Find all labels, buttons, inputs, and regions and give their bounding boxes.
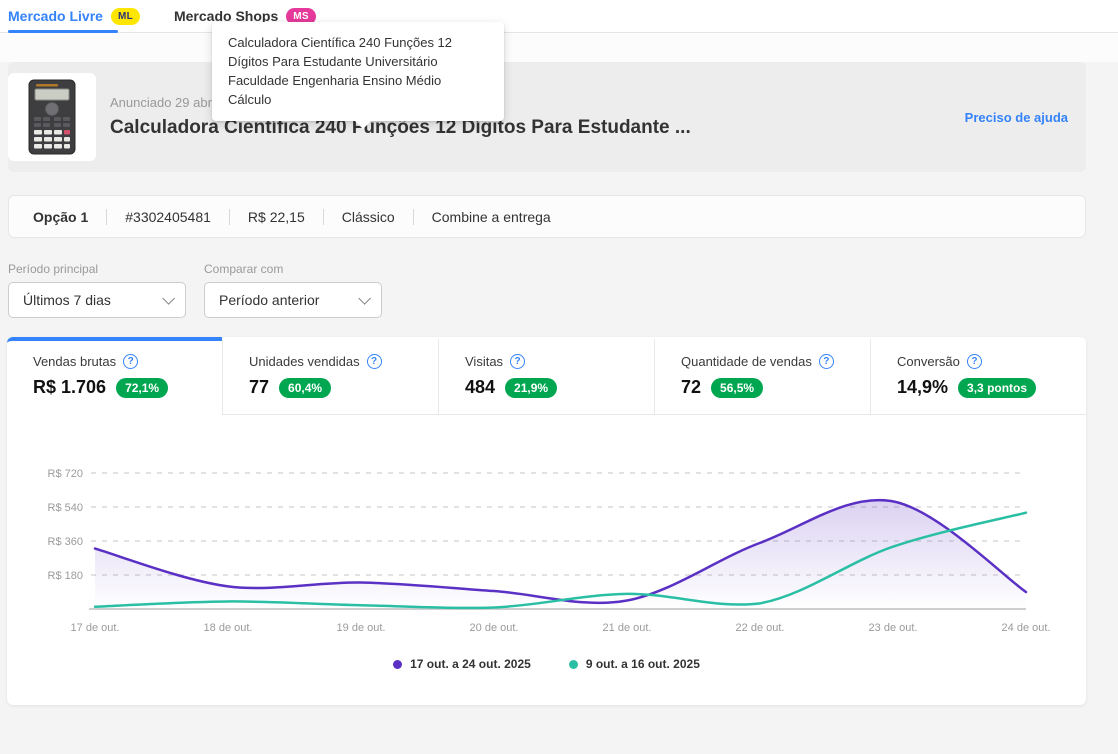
option-item-id: #3302405481: [125, 208, 211, 225]
option-shipping: Combine a entrega: [431, 208, 551, 225]
tab-mercado-livre[interactable]: Mercado Livre ML: [8, 0, 140, 33]
compare-label: Comparar com: [204, 262, 284, 276]
legend-current-period[interactable]: 17 out. a 24 out. 2025: [393, 657, 531, 671]
divider: [228, 208, 230, 225]
compare-select[interactable]: Período anterior: [204, 282, 382, 318]
product-thumbnail: [8, 73, 96, 161]
ms-badge: MS: [286, 7, 316, 25]
metric-value: 77: [249, 377, 270, 397]
ml-badge: ML: [110, 7, 140, 25]
product-title-tooltip: Calculadora Científica 240 Funções 12 Dí…: [212, 22, 504, 130]
y-tick-label: R$ 360: [48, 536, 83, 548]
x-tick-label: 22 de out.: [736, 622, 785, 634]
legend-label: 9 out. a 16 out. 2025: [585, 657, 700, 671]
metric-tab-unidades-vendidas[interactable]: Unidades vendidas 77 60,4%: [222, 337, 438, 415]
metric-change-badge: 3,3 pontos: [958, 377, 1037, 398]
help-link[interactable]: Preciso de ajuda: [964, 109, 1068, 125]
x-tick-label: 18 de out.: [204, 622, 253, 634]
y-tick-label: R$ 720: [48, 468, 83, 480]
tooltip-arrow-icon: [354, 120, 372, 130]
main-period-label: Período principal: [8, 262, 99, 276]
metric-tab-vendas-brutas[interactable]: Vendas brutas R$ 1.706 72,1%: [7, 337, 222, 415]
chevron-down-icon: [162, 291, 175, 305]
metric-value: R$ 1.706: [33, 377, 107, 397]
period-filters: Período principal Últimos 7 dias Compara…: [8, 262, 1118, 318]
metric-label: Quantidade de vendas: [681, 354, 812, 369]
series-line-1: [93, 511, 1028, 610]
help-icon[interactable]: [366, 354, 382, 369]
tab-mercado-shops-label: Mercado Shops: [173, 8, 279, 24]
compare-value: Período anterior: [219, 292, 320, 308]
metric-tab-conversao[interactable]: Conversão 14,9% 3,3 pontos: [870, 337, 1086, 415]
x-tick-label: 23 de out.: [869, 622, 918, 634]
tab-mercado-livre-label: Mercado Livre: [8, 8, 103, 24]
option-bar[interactable]: Opção 1 #3302405481 R$ 22,15 Clássico Co…: [8, 195, 1086, 238]
tooltip-text: Calculadora Científica 240 Funções 12 Dí…: [228, 35, 453, 107]
help-icon[interactable]: [818, 354, 834, 369]
divider: [322, 208, 324, 225]
top-tab-bar: Mercado Livre ML Mercado Shops MS: [0, 0, 1118, 33]
main-period-value: Últimos 7 dias: [23, 292, 111, 308]
legend-label: 17 out. a 24 out. 2025: [410, 657, 531, 671]
option-name: Opção 1: [33, 208, 89, 225]
divider: [412, 208, 414, 225]
purple-dot-icon: [393, 659, 403, 669]
metric-tab-quantidade-de-vendas[interactable]: Quantidade de vendas 72 56,5%: [654, 337, 870, 415]
option-listing-type: Clássico: [341, 208, 395, 225]
calculator-image: [28, 79, 76, 155]
active-tab-underline: [8, 30, 118, 33]
option-price: R$ 22,15: [247, 208, 305, 225]
teal-dot-icon: [568, 659, 578, 669]
top-strip: [0, 33, 1118, 62]
chevron-down-icon: [358, 291, 371, 305]
main-period-filter: Período principal Últimos 7 dias: [8, 262, 186, 318]
metric-label: Vendas brutas: [33, 354, 117, 369]
metric-label: Unidades vendidas: [249, 354, 360, 369]
chart-legend: 17 out. a 24 out. 2025 9 out. a 16 out. …: [7, 657, 1086, 671]
divider: [106, 208, 108, 225]
metric-value: 14,9%: [897, 377, 949, 397]
main-period-select[interactable]: Últimos 7 dias: [8, 282, 186, 318]
metrics-card: Vendas brutas R$ 1.706 72,1% Unidades ven…: [7, 337, 1086, 705]
metric-tab-visitas[interactable]: Visitas 484 21,9%: [438, 337, 654, 415]
legend-previous-period[interactable]: 9 out. a 16 out. 2025: [568, 657, 700, 671]
line-chart-canvas[interactable]: R$ 180 R$ 360 R$ 540 R$ 720 17 de out. 18 de …: [7, 439, 1086, 649]
x-tick-label: 20 de out.: [470, 622, 519, 634]
x-tick-label: 17 de out.: [71, 622, 120, 634]
y-tick-label: R$ 180: [48, 570, 83, 582]
metric-change-badge: 72,1%: [116, 377, 169, 398]
metric-label: Conversão: [897, 354, 960, 369]
metric-tabs: Vendas brutas R$ 1.706 72,1% Unidades ven…: [7, 337, 1086, 415]
metric-change-badge: 21,9%: [505, 377, 558, 398]
metric-change-badge: 56,5%: [711, 377, 764, 398]
product-title: Calculadora Científica 240 Funções 12 Dí…: [110, 117, 691, 138]
product-header: Anunciado 29 abr. 2023 Calculadora Cient…: [8, 62, 1086, 172]
series-line-0: [93, 498, 1028, 605]
x-tick-label: 24 de out.: [1002, 622, 1051, 634]
tab-mercado-shops[interactable]: Mercado Shops MS: [174, 0, 316, 32]
x-tick-label: 21 de out.: [603, 622, 652, 634]
series-area-0: [95, 500, 1026, 609]
metric-change-badge: 60,4%: [279, 377, 332, 398]
help-icon[interactable]: [966, 354, 982, 369]
compare-filter: Comparar com Período anterior: [204, 262, 382, 318]
help-icon[interactable]: [510, 354, 526, 369]
sales-chart[interactable]: R$ 180 R$ 360 R$ 540 R$ 720 17 de out. 18 de …: [7, 415, 1086, 671]
metric-value: 484: [465, 377, 496, 397]
metric-value: 72: [681, 377, 702, 397]
metric-label: Visitas: [465, 354, 504, 369]
y-tick-label: R$ 540: [48, 502, 83, 514]
help-icon[interactable]: [123, 354, 139, 369]
x-tick-label: 19 de out.: [337, 622, 386, 634]
